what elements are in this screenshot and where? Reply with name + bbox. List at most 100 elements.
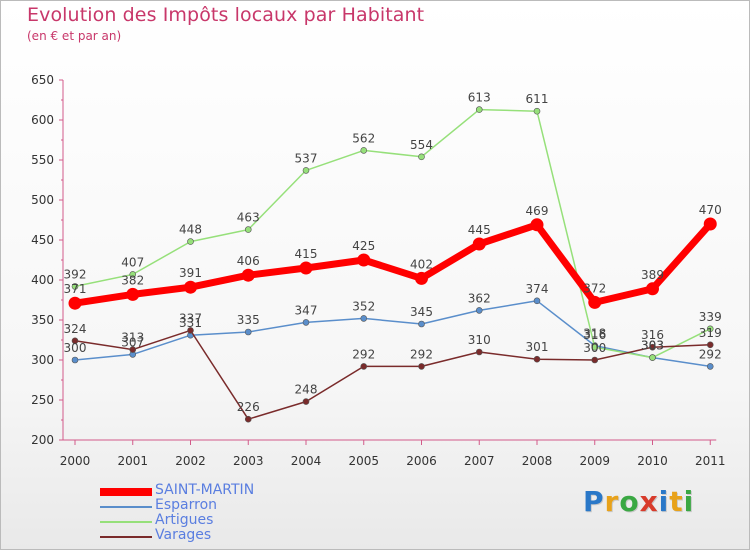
data-point bbox=[706, 325, 714, 333]
data-point bbox=[241, 268, 255, 282]
data-point bbox=[360, 363, 368, 370]
data-point bbox=[649, 343, 656, 351]
logo-letter: o bbox=[619, 485, 640, 518]
data-label: 307 bbox=[121, 335, 144, 349]
data-point bbox=[533, 107, 541, 115]
y-tick-label: 600 bbox=[31, 113, 54, 127]
y-tick-label: 200 bbox=[31, 433, 54, 447]
data-point bbox=[533, 297, 541, 305]
data-point bbox=[299, 261, 313, 275]
y-tick-label: 450 bbox=[31, 233, 54, 247]
data-point bbox=[187, 327, 194, 334]
data-label: 392 bbox=[64, 267, 87, 281]
data-label: 292 bbox=[352, 347, 375, 361]
data-point bbox=[71, 283, 79, 290]
x-tick-label: 2007 bbox=[464, 454, 495, 468]
chart-subtitle: (en € et par an) bbox=[27, 29, 122, 43]
data-label: 470 bbox=[699, 203, 722, 217]
data-label: 389 bbox=[641, 268, 664, 282]
series-line-esparron bbox=[74, 300, 711, 368]
data-point bbox=[588, 295, 602, 309]
data-point bbox=[418, 320, 425, 328]
data-label: 318 bbox=[583, 327, 606, 341]
data-point bbox=[184, 280, 197, 294]
series-line-varages bbox=[74, 329, 711, 420]
data-label: 345 bbox=[410, 305, 433, 319]
data-point bbox=[68, 296, 82, 310]
data-label: 248 bbox=[295, 383, 318, 397]
data-point bbox=[302, 398, 310, 405]
data-point bbox=[591, 356, 599, 364]
data-label: 300 bbox=[583, 341, 606, 355]
logo-letter: t bbox=[669, 485, 684, 518]
data-point bbox=[244, 328, 252, 336]
legend-label: Artigues bbox=[155, 512, 214, 528]
data-point bbox=[357, 253, 371, 267]
data-label: 407 bbox=[121, 255, 144, 269]
data-label: 313 bbox=[121, 331, 144, 345]
data-label: 347 bbox=[295, 303, 318, 317]
x-tick-label: 2011 bbox=[695, 454, 726, 468]
data-point bbox=[360, 315, 368, 322]
y-tick-label: 250 bbox=[31, 393, 54, 407]
x-tick-label: 2005 bbox=[348, 454, 379, 468]
data-label: 316 bbox=[583, 328, 606, 342]
data-point bbox=[646, 282, 659, 296]
data-point bbox=[129, 271, 137, 278]
data-point bbox=[418, 153, 425, 161]
x-tick-label: 2004 bbox=[291, 454, 322, 468]
logo-letter: i bbox=[683, 485, 695, 518]
legend-swatch bbox=[100, 488, 152, 496]
logo-letter: x bbox=[639, 485, 659, 518]
data-point bbox=[415, 271, 428, 285]
data-point bbox=[244, 415, 252, 423]
y-tick-label: 300 bbox=[31, 353, 54, 367]
data-label: 301 bbox=[526, 340, 549, 354]
chart-title: Evolution des Impôts locaux par Habitant bbox=[27, 4, 425, 26]
x-tick-label: 2002 bbox=[175, 454, 206, 468]
data-label: 537 bbox=[295, 151, 318, 165]
data-point bbox=[533, 355, 541, 363]
data-label: 352 bbox=[352, 299, 375, 313]
series-line-artigues bbox=[74, 108, 711, 359]
data-label: 463 bbox=[237, 211, 260, 225]
data-point bbox=[475, 348, 483, 356]
data-label: 448 bbox=[179, 223, 202, 237]
logo-letter: r bbox=[604, 485, 620, 518]
data-point bbox=[706, 363, 714, 370]
data-point bbox=[187, 238, 194, 245]
data-label: 310 bbox=[468, 333, 491, 347]
y-tick-label: 550 bbox=[31, 153, 54, 167]
data-label: 406 bbox=[237, 254, 260, 268]
data-label: 303 bbox=[641, 339, 664, 353]
data-label: 562 bbox=[352, 131, 375, 145]
data-label: 362 bbox=[468, 291, 491, 305]
data-label: 371 bbox=[64, 282, 87, 296]
data-label: 335 bbox=[237, 313, 260, 327]
x-tick-label: 2001 bbox=[117, 454, 148, 468]
data-label: 331 bbox=[179, 316, 202, 330]
y-tick-label: 350 bbox=[31, 313, 54, 327]
data-point bbox=[649, 354, 656, 361]
x-tick-label: 2008 bbox=[522, 454, 553, 468]
y-tick-label: 400 bbox=[31, 273, 54, 287]
data-label: 303 bbox=[641, 339, 664, 353]
data-label: 402 bbox=[410, 257, 433, 271]
legend-swatch bbox=[100, 536, 152, 538]
legend-swatch bbox=[100, 521, 152, 523]
y-tick-label: 500 bbox=[31, 193, 54, 207]
data-point bbox=[418, 363, 425, 370]
legend-label: SAINT-MARTIN bbox=[155, 482, 255, 498]
data-label: 554 bbox=[410, 138, 433, 152]
x-tick-label: 2003 bbox=[233, 454, 264, 468]
data-point bbox=[244, 226, 252, 233]
data-label: 382 bbox=[121, 273, 144, 287]
x-tick-label: 2006 bbox=[406, 454, 437, 468]
data-label: 324 bbox=[64, 322, 87, 336]
data-label: 316 bbox=[641, 328, 664, 342]
legend-swatch bbox=[100, 506, 152, 508]
x-tick-label: 2009 bbox=[579, 454, 610, 468]
data-point bbox=[129, 346, 137, 353]
